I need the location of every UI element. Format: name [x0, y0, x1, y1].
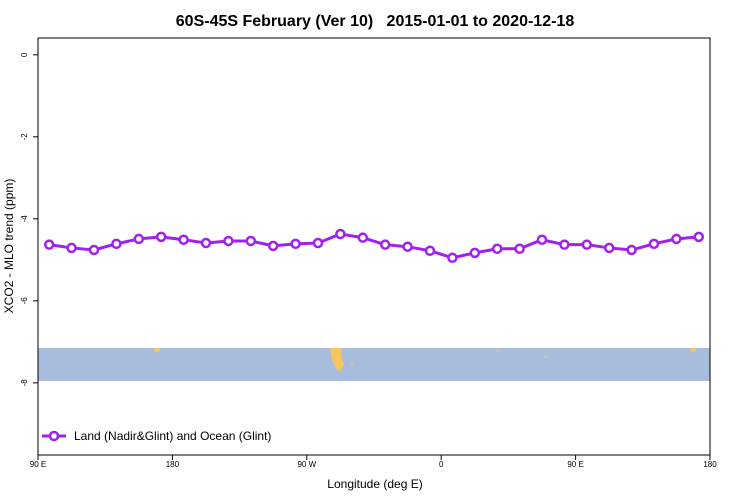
- plot-frame: [37, 37, 711, 456]
- point: [536, 234, 548, 245]
- legend-label: Land (Nadir&Glint) and Ocean (Glint): [74, 429, 271, 443]
- point: [155, 231, 167, 243]
- point: [581, 239, 593, 250]
- point: [626, 244, 637, 256]
- point: [267, 240, 279, 252]
- series-line: [48, 232, 699, 260]
- y-tick-label: -6: [20, 297, 29, 305]
- point: [43, 239, 55, 250]
- point: [133, 233, 145, 245]
- map-band: [38, 348, 710, 381]
- point: [402, 241, 413, 252]
- point: [514, 243, 525, 255]
- x-tick-label: 180: [166, 460, 180, 469]
- point: [491, 243, 503, 255]
- point: [223, 235, 234, 247]
- y-axis-label: XCO2 - MLO trend (ppm): [2, 179, 16, 314]
- x-tick-label: 90 E: [567, 460, 583, 469]
- point: [469, 247, 481, 259]
- legend-marker: [48, 430, 60, 442]
- x-axis-label: Longitude (deg E): [327, 477, 422, 491]
- point: [671, 233, 682, 245]
- point: [245, 235, 257, 247]
- x-tick-label: 180: [703, 460, 717, 469]
- point: [357, 232, 369, 243]
- point: [178, 234, 189, 245]
- point: [290, 238, 301, 250]
- point: [335, 228, 346, 240]
- x-tick-label: 0: [439, 460, 444, 469]
- y-tick-label: -8: [20, 379, 29, 387]
- point: [200, 237, 212, 249]
- point: [559, 239, 570, 250]
- point: [603, 242, 615, 254]
- x-tick-label: 90 E: [30, 460, 46, 469]
- point: [111, 238, 122, 250]
- point: [66, 242, 77, 254]
- point: [379, 239, 391, 250]
- y-tick-label: -4: [20, 215, 29, 223]
- point: [447, 252, 458, 264]
- point: [88, 244, 100, 256]
- x-tick-label: 90 W: [297, 460, 316, 469]
- point: [424, 245, 436, 257]
- point: [648, 238, 660, 250]
- chart-title: 60S-45S February (Ver 10) 2015-01-01 to …: [176, 13, 575, 30]
- y-tick-label: -2: [20, 133, 29, 141]
- y-tick-label: 0: [20, 52, 29, 57]
- point: [693, 231, 705, 243]
- point: [312, 237, 324, 249]
